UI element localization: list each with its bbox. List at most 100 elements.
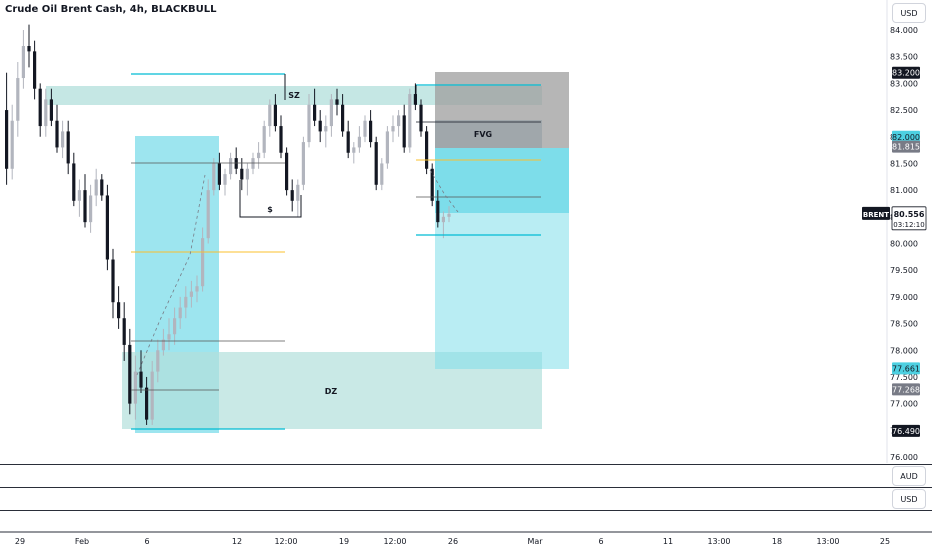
- price-tick: 77.000: [890, 400, 918, 409]
- fvg-label: FVG: [474, 130, 492, 139]
- price-tick: 81.500: [890, 159, 918, 168]
- candle-body: [285, 152, 289, 191]
- candle-body: [111, 259, 115, 303]
- candle-body: [27, 46, 31, 52]
- candle-body: [374, 142, 378, 185]
- candle-body: [173, 318, 177, 335]
- candle-body: [385, 131, 389, 164]
- time-tick: 12:00: [383, 537, 406, 546]
- candle-body: [341, 104, 345, 132]
- candle-body: [128, 344, 132, 404]
- time-tick: 26: [448, 537, 458, 546]
- candle-body: [38, 88, 42, 127]
- candle-body: [307, 104, 311, 143]
- candle-body: [380, 163, 384, 185]
- price-tick: 82.500: [890, 106, 918, 115]
- price-tick: 80.000: [890, 240, 918, 249]
- time-tick: 13:00: [816, 537, 839, 546]
- last-price-box: [891, 206, 927, 231]
- symbol-badge: BRENT: [863, 211, 889, 219]
- price-label-bg: [892, 383, 920, 396]
- candle-body: [290, 190, 294, 201]
- candle-body: [77, 190, 81, 201]
- fvg-zone: [435, 120, 542, 148]
- price-tick: 83.000: [890, 79, 918, 88]
- candle-body: [268, 104, 272, 127]
- currency-button-pane2[interactable]: USD: [892, 489, 926, 509]
- candle-body: [234, 158, 238, 169]
- time-tick: 13:00: [707, 537, 730, 546]
- time-tick: 6: [598, 537, 603, 546]
- candle-body: [100, 179, 104, 196]
- projection-path: [429, 169, 459, 213]
- candle-body: [413, 94, 417, 105]
- candle-body: [352, 147, 356, 153]
- pane-separator[interactable]: [0, 464, 932, 465]
- symbol-badge-bg: [862, 206, 890, 220]
- candle-body: [133, 371, 137, 404]
- candle-body: [357, 136, 361, 148]
- price-label-bg: [892, 362, 920, 375]
- time-tick: 11: [663, 537, 673, 546]
- pane-separator[interactable]: [0, 487, 932, 488]
- candle-body: [44, 99, 48, 127]
- candle-body: [161, 339, 165, 351]
- candle-body: [33, 51, 37, 89]
- price-label-bg: [892, 130, 920, 143]
- liquidity-label: $: [267, 205, 273, 214]
- candle-body: [184, 296, 188, 308]
- candle-body: [257, 152, 261, 159]
- time-tick: Mar: [527, 537, 543, 546]
- candle-body: [402, 115, 406, 148]
- candle-body: [61, 131, 65, 148]
- price-axis: 84.000 83.500 83.000 82.500 82.000 81.500 81.0…: [862, 0, 927, 463]
- candle-body: [419, 104, 423, 132]
- candle-body: [313, 104, 317, 121]
- time-tick: 29: [15, 537, 25, 546]
- time-tick: 12: [232, 537, 242, 546]
- price-tick: 78.500: [890, 320, 918, 329]
- currency-button-main[interactable]: USD: [892, 3, 926, 23]
- chart-title: Crude Oil Brent Cash, 4h, BLACKBULL: [5, 4, 217, 15]
- candle-body: [363, 120, 367, 137]
- price-tick: 77.500: [890, 373, 918, 382]
- candle-body: [206, 190, 210, 239]
- time-tick: 6: [144, 537, 149, 546]
- candle-body: [189, 291, 193, 297]
- candle-body: [139, 371, 143, 388]
- overlay-layer: SZ DZ FVG $: [131, 73, 541, 430]
- candle-body: [245, 168, 249, 180]
- candle-body: [167, 334, 171, 340]
- candle-body: [83, 190, 87, 223]
- candle-body: [430, 168, 434, 201]
- candle-body: [240, 168, 244, 180]
- candle-body: [229, 158, 233, 175]
- candle-body: [156, 350, 160, 372]
- candle-body: [441, 216, 445, 223]
- pane-separator[interactable]: [0, 510, 932, 511]
- price-tick: 76.000: [890, 453, 918, 462]
- time-tick: 18: [772, 537, 782, 546]
- supply-zone-label: SZ: [288, 91, 300, 100]
- last-price: 80.556: [894, 210, 925, 219]
- candle-body: [5, 110, 9, 169]
- candle-body: [55, 120, 59, 148]
- liquidity-box: [239, 180, 302, 218]
- candle-body: [223, 174, 227, 185]
- price-label-bg: [892, 424, 920, 437]
- candle-body: [212, 163, 216, 191]
- candle-body: [324, 126, 328, 132]
- candle-body: [408, 94, 412, 148]
- candle-body: [335, 99, 339, 105]
- price-label-bg: [892, 140, 920, 153]
- candle-body: [273, 104, 277, 127]
- candle-body: [117, 302, 121, 319]
- candle-body: [21, 46, 25, 79]
- time-tick: 25: [880, 537, 890, 546]
- currency-button-pane1[interactable]: AUD: [892, 466, 926, 486]
- candle-body: [195, 286, 199, 292]
- candle-body: [72, 163, 76, 201]
- countdown: 03:12:10: [893, 221, 924, 229]
- candle-body: [145, 387, 149, 420]
